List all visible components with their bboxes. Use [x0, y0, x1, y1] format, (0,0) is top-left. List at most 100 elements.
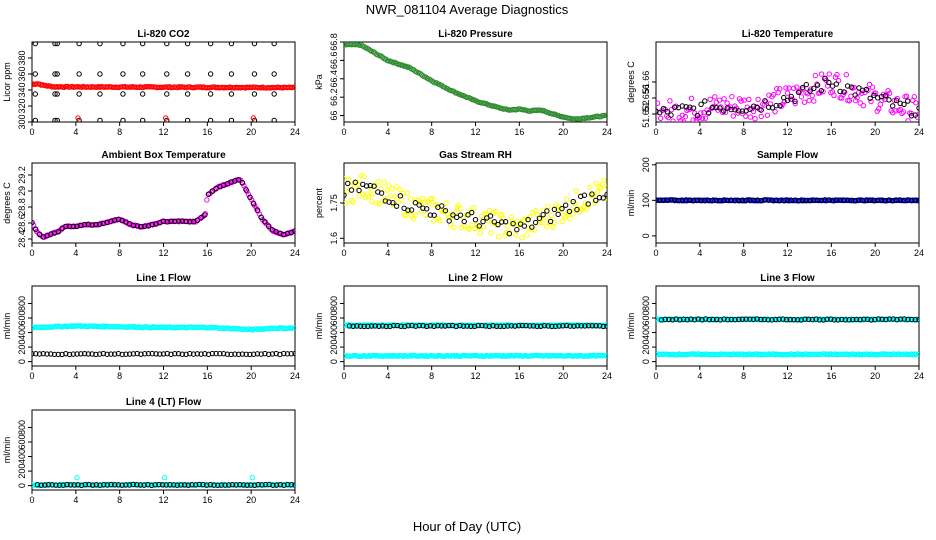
data-point	[911, 94, 918, 100]
data-point	[100, 481, 107, 488]
y-tick-label: 200	[329, 340, 339, 355]
data-point	[52, 42, 58, 47]
data-point	[668, 112, 674, 118]
data-point	[75, 482, 81, 488]
data-point	[181, 482, 188, 488]
data-point	[97, 117, 103, 122]
data-point	[74, 223, 80, 229]
data-point	[346, 323, 353, 329]
data-point	[33, 226, 39, 233]
data-point	[878, 197, 885, 204]
data-point	[96, 221, 103, 227]
data-point	[559, 205, 565, 212]
data-point	[833, 81, 840, 87]
data-point	[563, 322, 570, 329]
data-point	[164, 91, 170, 97]
series-2	[346, 322, 607, 330]
x-tick-label: 0	[29, 248, 34, 258]
data-point	[123, 351, 129, 357]
y-tick-label: 0	[641, 233, 651, 238]
data-point	[772, 316, 779, 323]
data-point	[184, 117, 191, 122]
data-point	[446, 322, 452, 329]
data-point	[465, 225, 471, 231]
data-point	[76, 91, 82, 97]
panel-4: Gas Stream RH percent 0 4 8 12 16 20 24 1.6 1.75	[314, 150, 612, 258]
data-point	[521, 223, 528, 229]
data-point	[754, 316, 760, 322]
data-point	[179, 218, 185, 224]
data-point	[776, 316, 782, 322]
data-point	[600, 195, 606, 201]
data-point	[893, 97, 900, 104]
data-point	[824, 316, 830, 322]
data-point	[348, 187, 355, 193]
x-tick-label: 24	[914, 127, 924, 137]
data-point	[593, 180, 599, 187]
series-1	[32, 81, 295, 91]
data-point	[239, 351, 246, 357]
data-point	[492, 208, 499, 215]
data-point	[908, 316, 915, 323]
data-point	[851, 84, 857, 91]
data-point	[781, 197, 787, 204]
data-point	[237, 481, 243, 488]
data-point	[54, 42, 60, 47]
data-point	[45, 481, 52, 488]
panel-title: Gas Stream RH	[439, 150, 512, 161]
data-point	[488, 230, 494, 236]
data-point	[781, 94, 787, 101]
data-point	[773, 197, 779, 204]
data-point	[187, 350, 193, 357]
series-1	[344, 179, 607, 237]
data-point	[379, 323, 386, 329]
data-point	[251, 71, 258, 77]
x-tick-label: 8	[741, 371, 746, 381]
data-point	[412, 200, 419, 206]
data-point	[794, 317, 801, 323]
data-point	[769, 317, 775, 323]
marks	[344, 173, 607, 241]
data-point	[193, 219, 199, 225]
data-point	[679, 103, 685, 109]
data-point	[758, 197, 764, 204]
data-point	[156, 481, 162, 488]
data-point	[863, 197, 870, 204]
data-point	[798, 317, 804, 323]
data-point	[811, 98, 817, 104]
series-1	[32, 350, 295, 358]
y-tick-label: 360	[17, 66, 27, 81]
data-point	[284, 351, 291, 357]
y-tick-label: 800	[329, 296, 339, 311]
data-point	[198, 214, 204, 221]
data-point	[699, 317, 705, 323]
data-point	[142, 351, 148, 357]
data-point	[522, 216, 528, 223]
data-point	[866, 81, 873, 88]
data-point	[702, 115, 709, 121]
data-point	[200, 481, 206, 488]
data-point	[792, 98, 798, 105]
data-point	[867, 95, 873, 101]
data-point	[679, 197, 685, 204]
data-point	[828, 316, 834, 322]
series-1	[656, 197, 919, 204]
data-point	[486, 207, 493, 214]
data-point	[202, 212, 208, 218]
data-point	[837, 197, 843, 203]
data-point	[527, 323, 533, 329]
data-point	[32, 225, 38, 232]
data-point	[758, 316, 764, 323]
y-tick-label: 800	[17, 420, 27, 435]
data-point	[683, 104, 689, 110]
y-tick-label: 28.8	[17, 198, 27, 216]
data-point	[36, 351, 43, 357]
data-point	[796, 89, 802, 96]
data-point	[70, 351, 77, 357]
data-point	[573, 188, 579, 194]
y-tick-label: 300	[17, 114, 27, 129]
data-point	[292, 228, 295, 234]
data-point	[672, 197, 678, 203]
y-axis-label: ml/min	[2, 313, 12, 340]
